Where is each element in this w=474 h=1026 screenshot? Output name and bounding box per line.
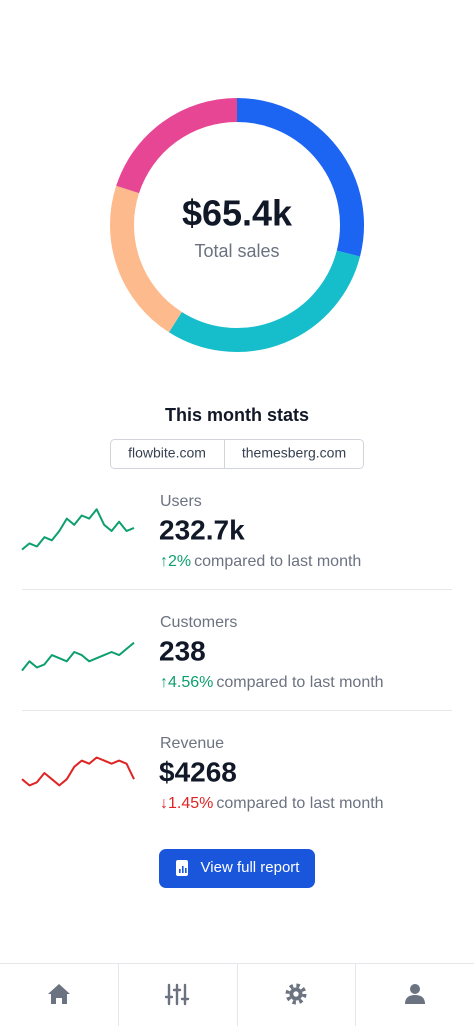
gear-icon[interactable] [285,983,307,1005]
stat-label: Users [160,493,202,510]
report-button[interactable] [159,849,315,888]
stats-title: This month stats [165,405,309,425]
stat-change: ↑2% compared to last month [160,553,361,570]
bottom-nav [0,963,474,1026]
stat-label: Revenue [160,735,224,752]
change-text: compared to last month [194,553,361,570]
home-icon[interactable] [48,984,70,1004]
report-icon [176,860,188,876]
sparkline [21,508,135,551]
tab[interactable]: themesberg.com [242,445,346,461]
user-icon[interactable] [405,984,425,1004]
stat-value: 238 [159,635,206,666]
sparkline [21,641,135,672]
stat-change: ↑4.56% compared to last month [160,674,384,691]
change-value: ↑2% [160,553,191,570]
donut-segment [236,98,364,257]
stat-change: ↓1.45% compared to last month [160,795,384,812]
change-value: ↓1.45% [160,795,213,812]
sparkline [21,756,135,787]
stat-value: 232.7k [159,514,245,545]
total-label: Total sales [194,241,279,261]
total-value: $65.4k [182,193,293,234]
tab-group [110,439,364,469]
stat-label: Customers [160,614,237,631]
donut-segment [168,250,361,352]
stat-value: $4268 [159,756,237,787]
donut-segment [110,185,183,333]
donut-segment [116,98,238,194]
change-value: ↑4.56% [160,674,213,691]
donut-chart [110,98,364,352]
change-text: compared to last month [216,674,383,691]
tab[interactable]: flowbite.com [128,445,206,461]
report-button-label: View full report [201,859,301,876]
change-text: compared to last month [216,795,383,812]
settings-icon[interactable] [164,983,190,1006]
